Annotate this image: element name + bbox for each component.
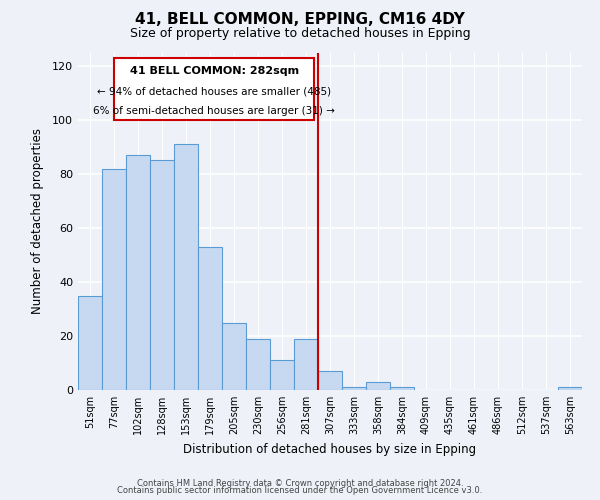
Bar: [294, 338, 318, 390]
Bar: [342, 388, 366, 390]
Text: ← 94% of detached houses are smaller (485): ← 94% of detached houses are smaller (48…: [97, 86, 331, 96]
Bar: [126, 155, 150, 390]
Text: Contains public sector information licensed under the Open Government Licence v3: Contains public sector information licen…: [118, 486, 482, 495]
Y-axis label: Number of detached properties: Number of detached properties: [31, 128, 44, 314]
Bar: [270, 360, 294, 390]
Bar: [150, 160, 174, 390]
FancyBboxPatch shape: [114, 58, 314, 120]
Text: 41, BELL COMMON, EPPING, CM16 4DY: 41, BELL COMMON, EPPING, CM16 4DY: [135, 12, 465, 28]
Bar: [246, 338, 270, 390]
Text: Contains HM Land Registry data © Crown copyright and database right 2024.: Contains HM Land Registry data © Crown c…: [137, 478, 463, 488]
Bar: [78, 296, 102, 390]
X-axis label: Distribution of detached houses by size in Epping: Distribution of detached houses by size …: [184, 442, 476, 456]
Text: 6% of semi-detached houses are larger (31) →: 6% of semi-detached houses are larger (3…: [93, 106, 335, 117]
Bar: [558, 388, 582, 390]
Bar: [102, 168, 126, 390]
Text: 41 BELL COMMON: 282sqm: 41 BELL COMMON: 282sqm: [130, 66, 299, 76]
Bar: [198, 247, 222, 390]
Bar: [318, 371, 342, 390]
Bar: [222, 322, 246, 390]
Bar: [174, 144, 198, 390]
Text: Size of property relative to detached houses in Epping: Size of property relative to detached ho…: [130, 28, 470, 40]
Bar: [366, 382, 390, 390]
Bar: [390, 388, 414, 390]
